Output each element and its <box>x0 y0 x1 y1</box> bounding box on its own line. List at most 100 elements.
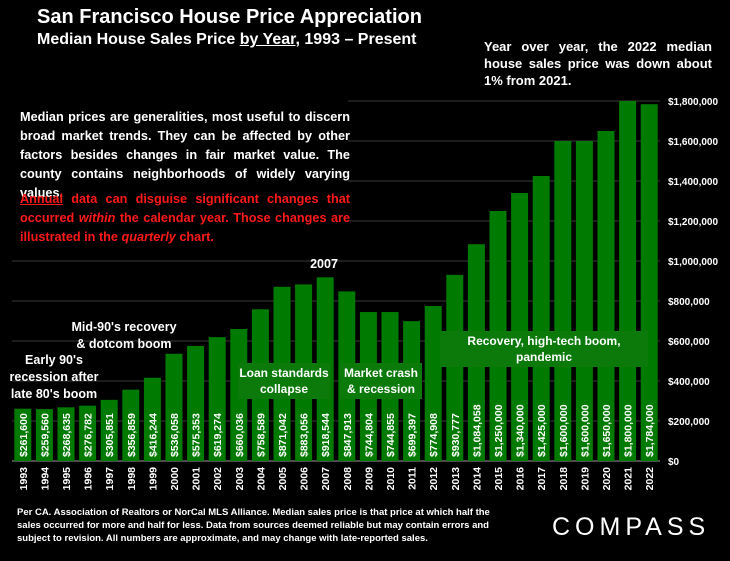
bar-1997 <box>100 399 118 461</box>
bar-2018 <box>554 141 572 461</box>
bar-value-label: $259,560 <box>39 413 51 457</box>
x-tick-label: 2022 <box>644 467 656 491</box>
bar-1995 <box>57 407 75 461</box>
bar-value-label: $1,784,000 <box>644 404 656 457</box>
x-tick-label: 2014 <box>471 467 483 491</box>
x-tick-label: 2018 <box>558 467 570 491</box>
x-tick-label: 1999 <box>147 467 159 491</box>
x-axis-tick-labels: 1993 1994 1995 1996 1997 1998 1999 2000 2001 2002… <box>18 467 656 491</box>
bar-1996 <box>79 405 97 461</box>
x-tick-label: 2008 <box>342 467 354 491</box>
bar-2020 <box>597 131 615 461</box>
bar-value-label: $1,340,000 <box>515 404 527 457</box>
bar-value-label: $774,908 <box>428 413 440 457</box>
x-tick-label: 1996 <box>83 467 95 491</box>
bar-value-labels: $261,600 $259,560 $268,635 $276,782 $305,851… <box>18 404 656 457</box>
x-tick-label: 2001 <box>191 467 203 491</box>
x-tick-label: 2012 <box>428 467 440 491</box>
x-tick-label: 2017 <box>536 467 548 491</box>
bar-value-label: $1,084,058 <box>471 404 483 457</box>
bar-value-label: $930,777 <box>450 413 462 457</box>
bar-value-label: $744,804 <box>363 413 375 457</box>
bar-value-label: $1,425,000 <box>536 404 548 457</box>
bar-value-label: $1,800,000 <box>623 404 635 457</box>
yoy-callout: Year over year, the 2022 median house sa… <box>484 39 712 88</box>
y-axis-tick-labels: $0 $200,000 $400,000 $600,000 $800,000 $1,000… <box>668 97 718 468</box>
bar-2016 <box>511 193 529 461</box>
x-tick-label: 2007 <box>320 467 332 491</box>
bar-1993 <box>14 408 32 461</box>
y-tick-label: $1,200,000 <box>668 217 718 228</box>
x-tick-label: 2021 <box>623 467 635 491</box>
y-tick-label: $400,000 <box>668 377 710 388</box>
x-tick-label: 2011 <box>407 467 419 490</box>
compass-logo: COMPASS <box>552 513 711 541</box>
x-tick-label: 2003 <box>234 467 246 491</box>
x-tick-label: 1994 <box>39 467 51 491</box>
y-tick-label: $1,600,000 <box>668 137 718 148</box>
bar-2021 <box>619 101 637 461</box>
y-tick-label: $200,000 <box>668 417 710 428</box>
bar-value-label: $871,042 <box>277 413 289 457</box>
bar-2000 <box>165 353 183 461</box>
bar-2022 <box>640 104 658 461</box>
bar-1994 <box>35 409 53 461</box>
x-tick-label: 2015 <box>493 467 505 491</box>
bar-2017 <box>532 176 550 461</box>
x-tick-label: 2019 <box>579 467 591 491</box>
chart-subtitle: Median House Sales Price by Year, 1993 –… <box>37 31 417 48</box>
x-tick-label: 2002 <box>212 467 224 491</box>
bar-value-label: $261,600 <box>18 413 30 457</box>
bar-value-label: $536,058 <box>169 413 181 457</box>
x-tick-label: 2006 <box>299 467 311 491</box>
y-tick-label: $1,000,000 <box>668 257 718 268</box>
bar-value-label: $660,036 <box>234 413 246 457</box>
bar-2001 <box>187 345 205 461</box>
bar-value-label: $575,353 <box>191 413 203 457</box>
annotation-recovery: Recovery, high-tech boom, pandemic <box>440 331 648 367</box>
y-tick-label: $1,800,000 <box>668 97 718 108</box>
bar-2002 <box>208 337 226 461</box>
bar-value-label: $744,855 <box>385 413 397 457</box>
x-tick-label: 1997 <box>104 467 116 491</box>
footnote: Per CA. Association of Realtors or NorCa… <box>17 507 490 544</box>
x-tick-label: 2016 <box>515 467 527 491</box>
bar-value-label: $276,782 <box>83 413 95 457</box>
annotation-market-crash: Market crash & recession <box>340 363 422 399</box>
bar-2012 <box>424 306 442 461</box>
y-tick-label: $0 <box>668 457 680 468</box>
bar-1998 <box>122 389 140 461</box>
x-tick-label: 2013 <box>450 467 462 491</box>
annotation-mid-90s: Mid-90's recovery & dotcom boom <box>71 320 177 351</box>
bar-2019 <box>575 141 593 461</box>
y-tick-label: $1,400,000 <box>668 177 718 188</box>
bar-value-label: $268,635 <box>61 413 73 457</box>
bar-value-label: $758,589 <box>255 413 267 457</box>
note-text: Median prices are generalities, most use… <box>20 110 350 200</box>
note-warning: Annual data can disguise significant cha… <box>20 192 351 244</box>
x-tick-label: 1995 <box>61 467 73 491</box>
annotation-2007: 2007 <box>310 257 338 271</box>
x-tick-label: 2020 <box>601 467 613 491</box>
bar-value-label: $305,851 <box>104 413 116 457</box>
bar-value-label: $1,650,000 <box>601 404 613 457</box>
bar-value-label: $1,250,000 <box>493 404 505 457</box>
note-box: Median prices are generalities, most use… <box>8 98 351 248</box>
chart-title: San Francisco House Price Appreciation <box>37 6 422 28</box>
bar-value-label: $699,397 <box>407 413 419 457</box>
annotation-early-90s: Early 90's recession after late 80's boo… <box>9 353 99 401</box>
bar-2013 <box>446 274 464 461</box>
bar-value-label: $416,244 <box>147 413 159 457</box>
bar-value-label: $918,544 <box>320 413 332 457</box>
x-tick-label: 2010 <box>385 467 397 491</box>
y-tick-label: $600,000 <box>668 337 710 348</box>
x-tick-label: 2009 <box>363 467 375 491</box>
x-tick-label: 2005 <box>277 467 289 491</box>
annotation-loan-standards: Loan standards collapse <box>238 363 330 399</box>
x-tick-label: 2004 <box>255 467 267 491</box>
x-tick-label: 1998 <box>126 467 138 491</box>
bar-value-label: $883,056 <box>299 413 311 457</box>
bar-value-label: $356,859 <box>126 413 138 457</box>
x-tick-label: 2000 <box>169 467 181 491</box>
y-tick-label: $800,000 <box>668 297 710 308</box>
